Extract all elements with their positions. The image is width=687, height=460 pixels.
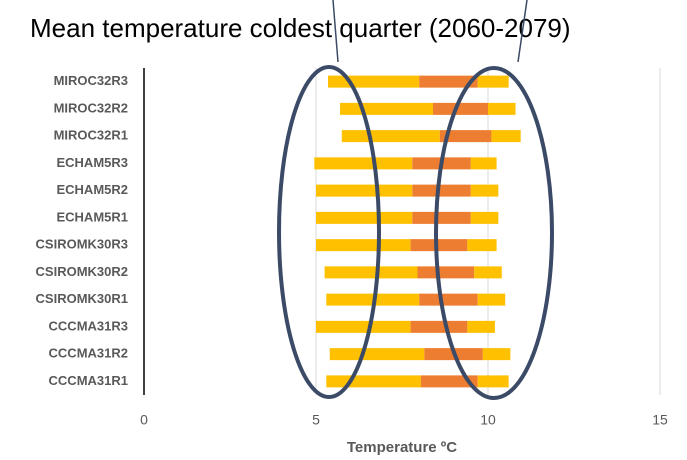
plot-area: 0 5 10 15 MIROC32R3 MIROC32R2 MIROC32R1 ECHAM5R… (36, 68, 668, 428)
pointer-line (332, 0, 339, 63)
bar-segment (410, 320, 468, 333)
bar-segment (144, 130, 342, 142)
bar-segment (477, 75, 509, 88)
bar-segment (144, 294, 326, 306)
bar-segment (470, 157, 497, 170)
y-tick-label: ECHAM5R1 (56, 209, 128, 224)
y-tick-label: ECHAM5R3 (56, 155, 128, 170)
bar-segment (488, 102, 516, 115)
bar-segment (419, 75, 478, 88)
bar-segment (412, 211, 471, 224)
bar-segment (144, 266, 325, 278)
bar-segment (439, 130, 492, 143)
x-tick-label: 0 (140, 412, 148, 428)
bar-segment (316, 211, 413, 224)
bar-segment (412, 184, 471, 197)
bar-segment (144, 157, 314, 169)
bar-segment (477, 293, 506, 306)
y-tick-label: CCCMA31R1 (49, 373, 128, 388)
highlight-ellipse (434, 66, 554, 400)
bar-segment (474, 266, 502, 279)
y-tick-label: MIROC32R2 (54, 100, 128, 115)
bar-segment (467, 320, 495, 333)
bar-segment (467, 239, 497, 252)
bar-segment (420, 375, 478, 388)
bar-segment (314, 157, 413, 170)
bar-segment (324, 266, 418, 279)
bar-segment (340, 102, 433, 115)
x-tick-label: 15 (652, 412, 668, 428)
highlight-ellipse (277, 65, 381, 399)
y-tick-label: CCCMA31R3 (49, 318, 128, 333)
chart-title: Mean temperature coldest quarter (2060-2… (30, 13, 571, 43)
bar-segment (419, 293, 478, 306)
bar-segment (144, 212, 316, 224)
bar-segment (144, 103, 340, 115)
pointer-line (517, 0, 528, 63)
bar-segment (316, 320, 411, 333)
bar-segment (410, 239, 468, 252)
bar-segment (144, 76, 328, 88)
x-tick-label: 5 (312, 412, 320, 428)
bar-segment (477, 375, 509, 388)
y-tick-label: CSIROMK30R3 (36, 237, 128, 252)
bar-segment (144, 348, 330, 360)
bar-segment (417, 266, 475, 279)
y-tick-label: ECHAM5R2 (56, 182, 128, 197)
bar-segment (482, 348, 511, 361)
bar-segment (326, 375, 421, 388)
bar-segment (470, 211, 499, 224)
bar-segment (328, 75, 420, 88)
bar-segment (491, 130, 521, 143)
y-tick-label: MIROC32R3 (54, 73, 128, 88)
x-axis-label: Temperature ºC (347, 439, 457, 456)
bar-segment (316, 184, 413, 197)
bar-segment (316, 239, 411, 252)
bar-segment (329, 348, 425, 361)
y-tick-label: CCCMA31R2 (49, 346, 128, 361)
x-tick-label: 10 (480, 412, 496, 428)
annotations (277, 0, 554, 400)
y-tick-label: CSIROMK30R2 (36, 264, 128, 279)
bar-segment (144, 375, 326, 387)
bar-segment (341, 130, 440, 143)
bar-segment (144, 239, 316, 251)
bar-segment (470, 184, 499, 197)
bar-segment (144, 185, 316, 197)
bar-segment (432, 102, 488, 115)
y-tick-label: MIROC32R1 (54, 128, 128, 143)
y-tick-label: CSIROMK30R1 (36, 291, 128, 306)
